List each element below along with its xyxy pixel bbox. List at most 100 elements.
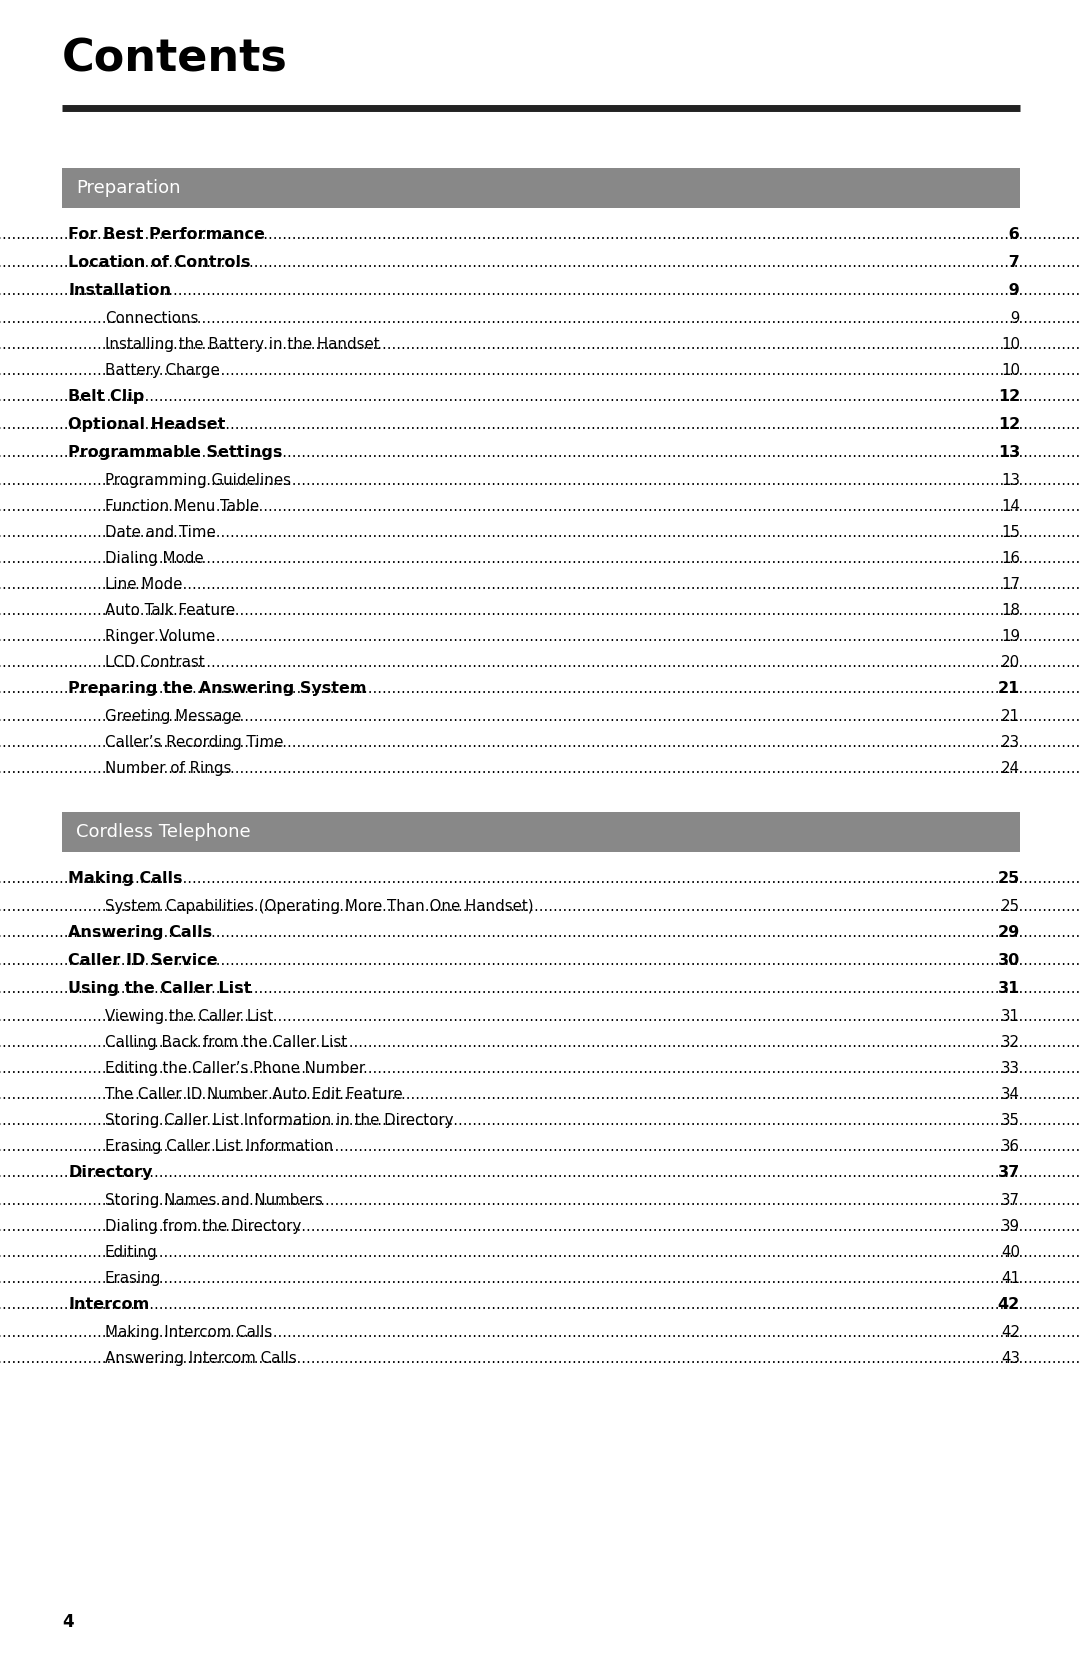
Text: Optional Headset: Optional Headset [68,417,226,432]
Text: 32: 32 [1001,1035,1020,1050]
Text: Caller ID Service: Caller ID Service [68,953,218,968]
Text: ................................................................................: ........................................… [0,499,1080,514]
Text: ................................................................................: ........................................… [0,389,1080,404]
Text: Auto Talk Feature: Auto Talk Feature [105,603,235,618]
Text: ................................................................................: ........................................… [0,871,1080,886]
Text: Programmable Settings: Programmable Settings [68,446,282,461]
Text: 20: 20 [1001,656,1020,671]
Text: 18: 18 [1001,603,1020,618]
Text: 21: 21 [998,681,1020,696]
Text: 16: 16 [1001,551,1020,566]
Text: Function Menu Table: Function Menu Table [105,499,259,514]
Text: Location of Controls: Location of Controls [68,255,251,270]
Text: ................................................................................: ........................................… [0,577,1080,592]
Text: 14: 14 [1001,499,1020,514]
Text: 10: 10 [1001,337,1020,352]
Text: Programming Guidelines: Programming Guidelines [105,472,291,487]
Text: ................................................................................: ........................................… [0,284,1080,299]
Text: 31: 31 [998,981,1020,996]
Text: ................................................................................: ........................................… [0,953,1080,968]
Text: 35: 35 [1001,1113,1020,1128]
Text: ................................................................................: ........................................… [0,1245,1080,1260]
Text: Contents: Contents [62,38,288,82]
Text: ................................................................................: ........................................… [0,364,1080,379]
Text: Using the Caller List: Using the Caller List [68,981,252,996]
Text: 23: 23 [1001,734,1020,749]
Text: ................................................................................: ........................................… [0,1325,1080,1340]
Text: 21: 21 [1001,709,1020,724]
Text: ................................................................................: ........................................… [0,1061,1080,1077]
Text: 25: 25 [1001,900,1020,915]
Text: ................................................................................: ........................................… [0,1140,1080,1155]
Text: 6: 6 [1003,227,1020,242]
Text: 36: 36 [1001,1140,1020,1155]
Text: 37: 37 [998,1165,1020,1180]
Text: Dialing Mode: Dialing Mode [105,551,204,566]
Text: 19: 19 [1001,629,1020,644]
Text: Calling Back from the Caller List: Calling Back from the Caller List [105,1035,347,1050]
Text: ................................................................................: ........................................… [0,1035,1080,1050]
Text: Ringer Volume: Ringer Volume [105,629,215,644]
Text: Storing Caller List Information in the Directory: Storing Caller List Information in the D… [105,1113,454,1128]
Text: ................................................................................: ........................................… [0,1087,1080,1102]
Bar [62,169,1020,209]
Text: Date and Time: Date and Time [105,526,216,541]
Text: ................................................................................: ........................................… [0,1297,1080,1312]
Text: Answering Calls: Answering Calls [68,925,212,940]
Text: Preparation: Preparation [76,179,180,197]
Text: 39: 39 [1001,1218,1020,1233]
Text: 42: 42 [998,1297,1020,1312]
Text: Line Mode: Line Mode [105,577,183,592]
Text: Editing the Caller’s Phone Number: Editing the Caller’s Phone Number [105,1061,365,1077]
Text: Viewing the Caller List: Viewing the Caller List [105,1010,273,1025]
Text: ................................................................................: ........................................… [0,761,1080,776]
Text: 31: 31 [1001,1010,1020,1025]
Text: ................................................................................: ........................................… [0,446,1080,461]
Text: Installing the Battery in the Handset: Installing the Battery in the Handset [105,337,380,352]
Text: 13: 13 [1001,472,1020,487]
Text: 12: 12 [998,417,1020,432]
Text: 7: 7 [1003,255,1020,270]
Text: Erasing: Erasing [105,1272,161,1287]
Text: ................................................................................: ........................................… [0,1113,1080,1128]
Text: ................................................................................: ........................................… [0,629,1080,644]
Text: 40: 40 [1001,1245,1020,1260]
Text: 9: 9 [1005,310,1020,325]
Text: 9: 9 [1003,284,1020,299]
Text: Editing: Editing [105,1245,158,1260]
Bar [62,813,1020,851]
Text: Intercom: Intercom [68,1297,149,1312]
Text: Connections: Connections [105,310,199,325]
Text: ................................................................................: ........................................… [0,603,1080,618]
Text: Installation: Installation [68,284,171,299]
Text: 24: 24 [1001,761,1020,776]
Text: Caller’s Recording Time: Caller’s Recording Time [105,734,283,749]
Text: 12: 12 [998,389,1020,404]
Text: 10: 10 [1001,364,1020,379]
Text: ................................................................................: ........................................… [0,310,1080,325]
Text: Making Calls: Making Calls [68,871,183,886]
Text: 30: 30 [998,953,1020,968]
Text: ................................................................................: ........................................… [0,1218,1080,1233]
Text: 13: 13 [998,446,1020,461]
Text: ................................................................................: ........................................… [0,227,1080,242]
Text: ................................................................................: ........................................… [0,656,1080,671]
Text: ................................................................................: ........................................… [0,1165,1080,1180]
Text: ................................................................................: ........................................… [0,709,1080,724]
Text: 34: 34 [1001,1087,1020,1102]
Text: ................................................................................: ........................................… [0,337,1080,352]
Text: Making Intercom Calls: Making Intercom Calls [105,1325,272,1340]
Text: Erasing Caller List Information: Erasing Caller List Information [105,1140,334,1155]
Text: 29: 29 [998,925,1020,940]
Text: ................................................................................: ........................................… [0,526,1080,541]
Text: ................................................................................: ........................................… [0,1352,1080,1367]
Text: For Best Performance: For Best Performance [68,227,265,242]
Text: Storing Names and Numbers: Storing Names and Numbers [105,1193,323,1208]
Text: 42: 42 [1001,1325,1020,1340]
Text: ................................................................................: ........................................… [0,551,1080,566]
Text: Number of Rings: Number of Rings [105,761,231,776]
Text: 25: 25 [998,871,1020,886]
Text: Dialing from the Directory: Dialing from the Directory [105,1218,301,1233]
Text: ................................................................................: ........................................… [0,1272,1080,1287]
Text: Answering Intercom Calls: Answering Intercom Calls [105,1352,297,1367]
